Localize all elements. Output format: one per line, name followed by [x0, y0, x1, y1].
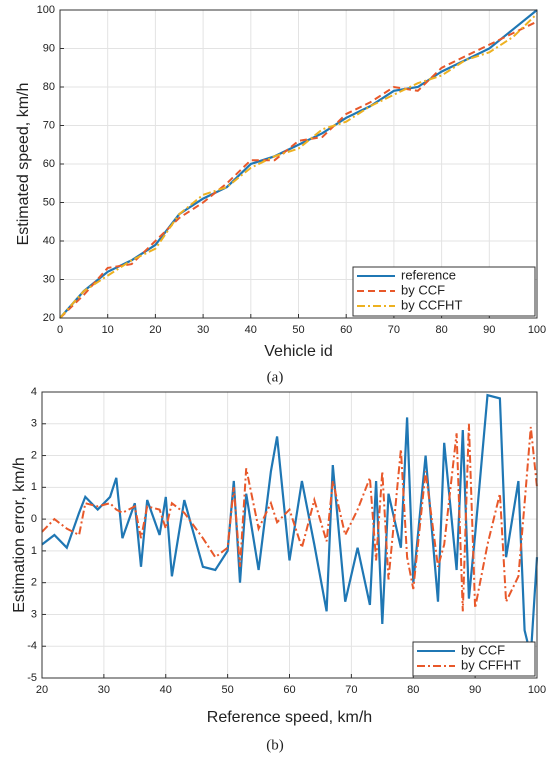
series-line — [59, 13, 538, 319]
x-tick-label: 60 — [283, 684, 295, 696]
x-tick-label: 30 — [197, 324, 209, 336]
x-tick-label: 60 — [340, 324, 352, 336]
x-axis-label: Reference speed, km/h — [207, 709, 372, 726]
x-tick-label: 70 — [388, 324, 400, 336]
y-tick-label: 2 — [31, 449, 37, 461]
y-tick-label: 20 — [43, 312, 55, 324]
x-axis-label: Vehicle id — [264, 343, 333, 360]
y-tick-label: 3 — [31, 608, 37, 620]
x-tick-label: 40 — [160, 684, 172, 696]
y-tick-label: 80 — [43, 81, 55, 93]
x-tick-label: 50 — [292, 324, 304, 336]
x-tick-label: 10 — [102, 324, 114, 336]
x-tick-label: 70 — [345, 684, 357, 696]
y-tick-label: 70 — [43, 119, 55, 131]
y-tick-label: 60 — [43, 158, 55, 170]
legend-label: by CCF — [461, 642, 505, 657]
y-tick-label: 30 — [43, 273, 55, 285]
x-tick-label: 90 — [469, 684, 481, 696]
legend-label: by CCFHT — [401, 297, 462, 312]
y-tick-label: 100 — [37, 4, 55, 16]
x-tick-label: 100 — [528, 684, 546, 696]
plot-frame — [59, 9, 538, 319]
legend-label: by CCF — [401, 282, 445, 297]
legend-label: reference — [401, 267, 456, 282]
x-tick-label: 0 — [57, 324, 63, 336]
y-tick-label: 90 — [43, 42, 55, 54]
x-tick-label: 100 — [528, 324, 546, 336]
x-tick-label: 40 — [245, 324, 257, 336]
series-line — [41, 393, 539, 657]
x-tick-label: 80 — [435, 324, 447, 336]
y-tick-label: 0 — [31, 513, 37, 525]
x-tick-label: 20 — [36, 684, 48, 696]
x-tick-label: 50 — [222, 684, 234, 696]
legend-label: by CFFHT — [461, 657, 521, 672]
caption: (b) — [266, 737, 284, 753]
x-tick-label: 80 — [407, 684, 419, 696]
y-tick-label: 40 — [43, 235, 55, 247]
caption: (a) — [267, 369, 284, 385]
x-tick-label: 20 — [149, 324, 161, 336]
y-tick-label: 3 — [31, 418, 37, 430]
legend-box — [412, 641, 536, 677]
x-tick-label: 30 — [98, 684, 110, 696]
y-tick-label: 1 — [31, 545, 37, 557]
plot-frame — [41, 391, 538, 679]
y-axis-label: Estimation error, km/h — [11, 457, 28, 613]
series-line — [41, 423, 538, 612]
x-tick-label: 90 — [483, 324, 495, 336]
y-tick-label: 2 — [31, 577, 37, 589]
y-tick-label: -4 — [27, 640, 37, 652]
y-tick-label: 4 — [31, 386, 37, 398]
y-tick-label: 1 — [31, 481, 37, 493]
y-axis-label: Estimated speed, km/h — [15, 83, 32, 246]
y-tick-label: 50 — [43, 196, 55, 208]
y-tick-label: -5 — [27, 672, 37, 684]
